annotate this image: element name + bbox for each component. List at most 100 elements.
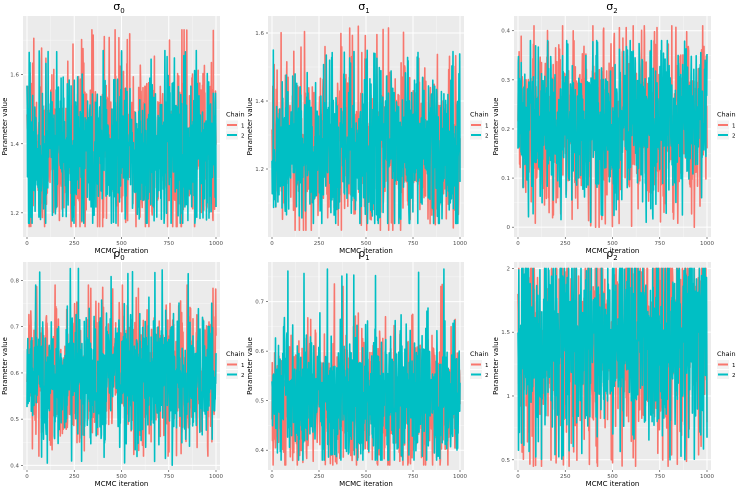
x-tick-label: 750 [655,474,666,480]
y-tick-label: 1.4 [255,99,264,105]
legend-label: 2 [732,373,736,379]
panel-title-symbol: ρ [113,247,120,260]
y-tick-label: 2 [507,266,511,272]
y-tick-label: 0.8 [10,278,19,284]
x-tick-label: 0 [25,474,29,480]
panel-title-symbol: ρ [358,247,365,260]
legend: Chain 1 2 [226,111,245,140]
x-tick-label: 500 [361,241,372,247]
panel-title: σ1 [358,0,369,15]
panel-title-subscript: 2 [613,7,617,15]
x-axis-title: MCMC iteration [339,480,393,488]
y-tick-label: 1.5 [501,330,510,336]
x-tick-label: 750 [408,474,419,480]
y-tick-label: 0.3 [501,78,510,84]
panel-title-subscript: 1 [365,7,369,15]
legend: Chain 1 2 [470,111,489,140]
legend-label: 1 [241,363,245,369]
series-line-chain-2 [271,49,461,225]
x-tick-label: 1000 [700,474,714,480]
y-tick-label: 1.6 [255,31,264,37]
x-tick-label: 500 [116,474,127,480]
legend-label: 2 [732,134,736,140]
series-line-chain-2 [26,267,217,466]
x-tick-label: 250 [314,241,325,247]
x-tick-label: 750 [408,241,419,247]
y-tick-label: 0.4 [255,448,264,454]
y-axis-title: Parameter value [246,98,254,156]
legend-label: 2 [485,373,489,379]
legend-title: Chain [226,111,245,119]
panel-title-symbol: σ [358,0,365,13]
legend-label: 2 [241,373,245,379]
x-tick-label: 500 [607,474,618,480]
x-axis-title: MCMC iteration [95,247,149,255]
panel-title-subscript: 1 [365,254,369,262]
y-tick-label: 1.2 [255,167,264,173]
legend-label: 1 [485,124,489,130]
x-tick-label: 250 [69,241,80,247]
panel-title: ρ2 [606,247,617,262]
panel-title-symbol: ρ [606,247,613,260]
panel-title: σ2 [606,0,617,15]
legend-title: Chain [717,350,736,358]
y-axis-title: Parameter value [1,337,9,395]
y-axis-title: Parameter value [1,98,9,156]
panel-title: σ0 [113,0,124,15]
panel-title-subscript: 2 [613,254,617,262]
x-tick-label: 0 [25,241,29,247]
legend-label: 1 [732,363,736,369]
legend: Chain 1 2 [470,350,489,379]
x-tick-label: 250 [560,241,571,247]
series-line-chain-2 [271,268,461,461]
x-tick-label: 500 [361,474,372,480]
y-tick-label: 0.7 [255,300,264,306]
legend-title: Chain [470,111,489,119]
x-tick-label: 1000 [453,241,467,247]
legend: Chain 1 2 [717,350,736,379]
panel-title: ρ1 [358,247,369,262]
y-tick-label: 1.6 [10,73,19,79]
panel-title: ρ0 [113,247,124,262]
x-tick-label: 1000 [453,474,467,480]
x-tick-label: 250 [314,474,325,480]
y-tick-label: 0.5 [10,417,19,423]
y-tick-label: 0.6 [255,349,264,355]
x-axis-title: MCMC iteration [586,480,640,488]
x-tick-label: 0 [270,474,274,480]
x-tick-label: 500 [116,241,127,247]
x-tick-label: 500 [607,241,618,247]
panel-title-symbol: σ [113,0,120,13]
x-tick-label: 0 [516,241,520,247]
x-tick-label: 250 [560,474,571,480]
y-tick-label: 1 [507,394,511,400]
series-line-chain-2 [517,39,708,224]
x-tick-label: 750 [655,241,666,247]
x-axis-title: MCMC iteration [95,480,149,488]
legend: Chain 1 2 [717,111,736,140]
legend-label: 1 [732,124,736,130]
x-tick-label: 0 [516,474,520,480]
y-tick-label: 0.4 [501,29,510,35]
legend-label: 1 [241,124,245,130]
y-tick-label: 1.2 [10,211,19,217]
legend-title: Chain [226,350,245,358]
y-tick-label: 0.2 [501,127,510,133]
panel-title-symbol: σ [606,0,613,13]
y-tick-label: 0.5 [501,458,510,464]
series-line-chain-2 [517,267,708,461]
panel-title-subscript: 0 [120,254,124,262]
panel-title-subscript: 0 [120,7,124,15]
y-tick-label: 0.5 [255,399,264,405]
series-line-chain-2 [26,49,217,224]
legend-title: Chain [717,111,736,119]
x-axis-title: MCMC iteration [586,247,640,255]
legend: Chain 1 2 [226,350,245,379]
panel-5: ρ1 0.4 0.5 0.6 0.7 0 250 500 750 1000 MCMC iterati… [246,247,489,488]
